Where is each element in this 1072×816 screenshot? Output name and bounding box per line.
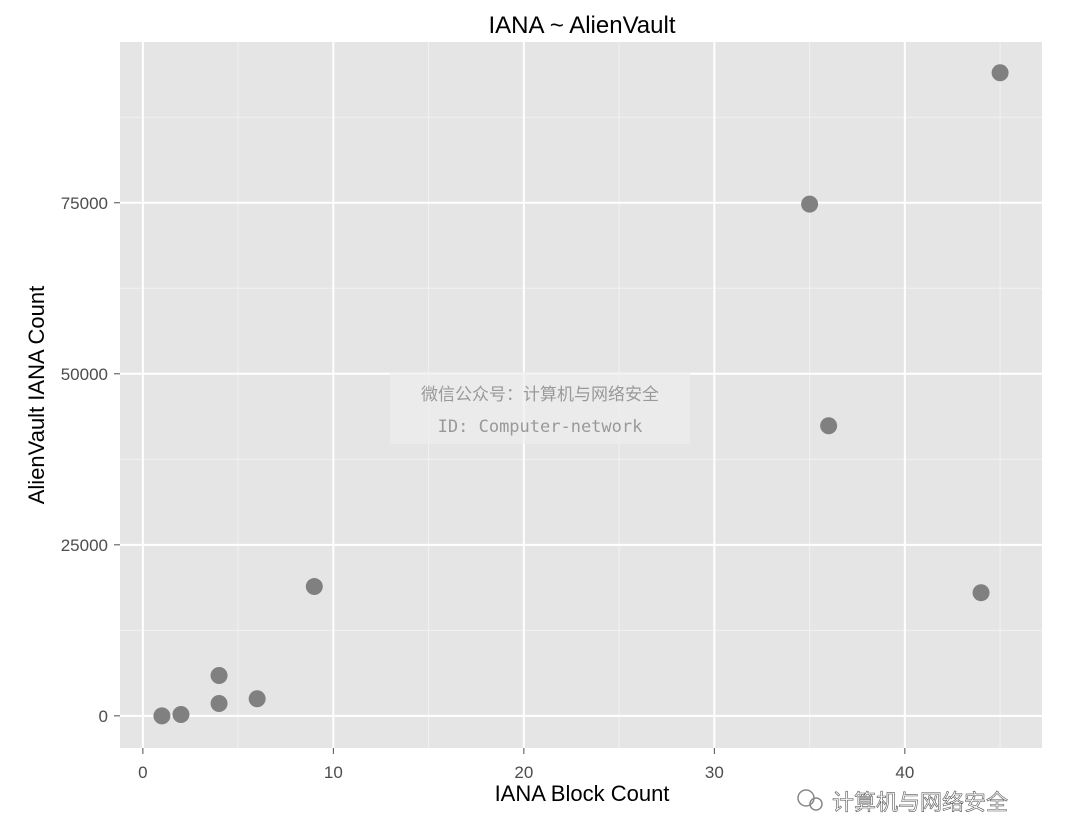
x-tick-label: 20 [514, 763, 533, 782]
logo-text: 计算机与网络安全 [832, 791, 1008, 816]
y-tick-label: 75000 [61, 194, 108, 213]
x-tick-label: 10 [324, 763, 343, 782]
x-tick-label: 30 [705, 763, 724, 782]
watermark-line2: ID: Computer-network [438, 417, 643, 437]
wechat-icon [797, 789, 815, 807]
data-point [820, 417, 838, 435]
points [153, 64, 1009, 725]
x-tick-label: 0 [138, 763, 147, 782]
y-axis-label: AlienVault IANA Count [24, 286, 49, 505]
watermark: 微信公众号：计算机与网络安全 ID: Computer-network [390, 372, 690, 444]
data-point [972, 584, 990, 602]
grid [120, 42, 1042, 748]
y-tick-label: 0 [99, 707, 108, 726]
wechat-logo-watermark: 计算机与网络安全 [797, 789, 1008, 816]
watermark-line1: 微信公众号：计算机与网络安全 [421, 385, 659, 405]
data-point [248, 690, 266, 708]
data-point [305, 578, 323, 596]
x-axis-label: IANA Block Count [495, 781, 670, 806]
data-point [172, 705, 190, 723]
wechat-icon-bubble [809, 797, 823, 811]
axis-ticks: 0 10 20 30 40 0 25000 50000 75000 [61, 194, 915, 782]
y-tick-label: 50000 [61, 365, 108, 384]
data-point [153, 707, 171, 725]
data-point [801, 195, 819, 213]
y-tick-label: 25000 [61, 536, 108, 555]
data-point [210, 666, 228, 684]
chart-title: IANA ~ AlienVault [488, 12, 675, 39]
watermark-background [390, 372, 690, 444]
data-point [991, 64, 1009, 82]
data-point [210, 695, 228, 713]
x-tick-label: 40 [895, 763, 914, 782]
